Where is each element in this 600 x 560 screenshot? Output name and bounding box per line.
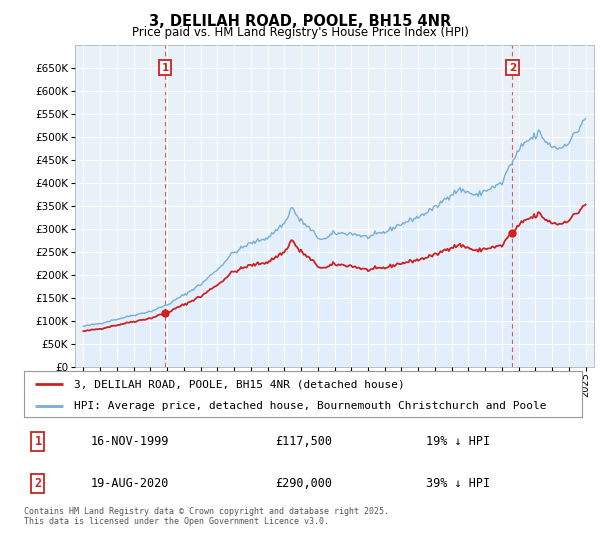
Text: £117,500: £117,500 <box>275 435 332 449</box>
Text: 2: 2 <box>34 477 41 491</box>
Text: HPI: Average price, detached house, Bournemouth Christchurch and Poole: HPI: Average price, detached house, Bour… <box>74 401 547 410</box>
Text: 2: 2 <box>509 63 516 73</box>
Text: 39% ↓ HPI: 39% ↓ HPI <box>426 477 490 491</box>
Text: 3, DELILAH ROAD, POOLE, BH15 4NR (detached house): 3, DELILAH ROAD, POOLE, BH15 4NR (detach… <box>74 379 405 389</box>
Text: 3, DELILAH ROAD, POOLE, BH15 4NR: 3, DELILAH ROAD, POOLE, BH15 4NR <box>149 14 451 29</box>
Text: 19-AUG-2020: 19-AUG-2020 <box>91 477 169 491</box>
Text: 1: 1 <box>161 63 169 73</box>
Text: 1: 1 <box>34 435 41 449</box>
Text: Contains HM Land Registry data © Crown copyright and database right 2025.
This d: Contains HM Land Registry data © Crown c… <box>24 507 389 526</box>
Text: Price paid vs. HM Land Registry's House Price Index (HPI): Price paid vs. HM Land Registry's House … <box>131 26 469 39</box>
Text: 16-NOV-1999: 16-NOV-1999 <box>91 435 169 449</box>
Text: £290,000: £290,000 <box>275 477 332 491</box>
Text: 19% ↓ HPI: 19% ↓ HPI <box>426 435 490 449</box>
